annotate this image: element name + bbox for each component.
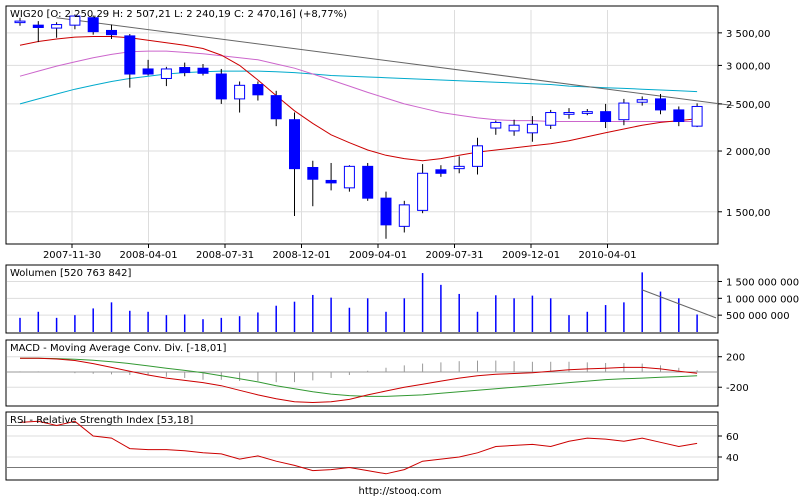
price-x-ticks: 2007-11-30 2008-04-01 2008-07-31 2008-12-01… xyxy=(43,244,637,261)
price-lines xyxy=(19,17,734,162)
candle-down xyxy=(124,35,136,75)
volume-y-tick-label: 1 000 000 000 xyxy=(726,294,799,305)
volume-trend-line xyxy=(642,289,717,319)
candle-down xyxy=(87,17,99,33)
volume-bars xyxy=(19,272,717,332)
candle-up xyxy=(453,165,465,170)
price-x-tick-label: 2009-12-01 xyxy=(502,250,560,261)
candle-up xyxy=(398,204,410,227)
price-x-tick-label: 2010-04-01 xyxy=(578,250,636,261)
candle-up xyxy=(472,145,483,167)
price-candles xyxy=(14,14,703,239)
candle-down xyxy=(252,84,264,96)
price-y-tick-label: 2 000,00 xyxy=(726,147,771,158)
candle-down xyxy=(325,179,337,184)
macd-panel-frame xyxy=(5,339,719,407)
candle-down xyxy=(270,95,282,120)
candle-up xyxy=(160,68,172,79)
candle-down xyxy=(435,169,447,174)
macd-lines xyxy=(7,357,717,404)
candle-down xyxy=(307,166,319,180)
candle-up xyxy=(526,123,538,134)
candle-down xyxy=(380,197,392,226)
rsi-grid xyxy=(7,435,717,458)
candle-up xyxy=(618,102,630,121)
volume-panel-title: Wolumen [520 763 842] xyxy=(10,268,131,279)
volume-grid xyxy=(7,280,717,316)
price-panel: WIG20 [O: 2 250,29 H: 2 507,21 L: 2 240,… xyxy=(5,5,771,261)
candle-down xyxy=(142,68,154,75)
candle-down xyxy=(362,165,374,199)
candle-up xyxy=(69,15,81,26)
price-panel-frame xyxy=(5,5,719,245)
candle-down xyxy=(655,98,666,111)
macd-panel-title: MACD - Moving Average Conv. Div. [-18,01… xyxy=(10,343,227,354)
candle-up xyxy=(563,112,575,115)
candle-up xyxy=(636,99,648,103)
rsi-panel: RSI - Relative Strength Index [53,18] 60… xyxy=(5,411,739,481)
volume-panel-frame xyxy=(5,264,719,334)
rsi-line xyxy=(19,420,698,475)
candle-down xyxy=(32,24,44,28)
macd-y-ticks: 200 -200 xyxy=(718,353,749,394)
candle-down xyxy=(600,111,612,123)
rsi-y-tick-label: 40 xyxy=(726,453,739,464)
rsi-panel-title: RSI - Relative Strength Index [53,18] xyxy=(10,415,193,426)
volume-y-tick-label: 1 500 000 000 xyxy=(726,277,799,288)
candle-up xyxy=(508,124,520,132)
macd-line xyxy=(20,357,698,404)
candle-down xyxy=(215,73,227,100)
footer-link[interactable]: http://stooq.com xyxy=(358,486,442,497)
price-y-tick-label: 2 500,00 xyxy=(726,100,771,111)
candle-up xyxy=(490,121,502,129)
candle-up xyxy=(343,165,355,189)
candle-down xyxy=(197,67,209,74)
chart-svg: WIG20 [O: 2 250,29 H: 2 507,21 L: 2 240,… xyxy=(5,5,799,481)
rsi-y-ticks: 60 40 xyxy=(718,432,739,464)
candle-up xyxy=(234,84,246,100)
volume-y-ticks: 1 500 000 000 1 000 000 000 500 000 000 xyxy=(718,277,799,322)
price-x-tick-label: 2009-07-31 xyxy=(425,250,483,261)
macd-panel: MACD - Moving Average Conv. Div. [-18,01… xyxy=(5,339,749,407)
price-x-tick-label: 2008-04-01 xyxy=(119,250,177,261)
candle-up xyxy=(691,105,703,127)
rsi-lines xyxy=(7,420,717,475)
candle-up xyxy=(51,24,63,29)
rsi-y-tick-label: 60 xyxy=(726,432,739,443)
price-trend-line xyxy=(56,17,734,107)
macd-y-tick-label: -200 xyxy=(726,383,749,394)
price-y-ticks: 3 500,00 3 000,00 2 500,00 2 000,00 1 500,00 xyxy=(718,29,771,219)
volume-panel: Wolumen [520 763 842] 1 500 000 000 1 000… xyxy=(5,264,799,334)
price-y-tick-label: 1 500,00 xyxy=(726,208,771,219)
candle-down xyxy=(673,109,685,123)
candle-up xyxy=(545,112,557,126)
price-y-tick-label: 3 000,00 xyxy=(726,61,771,72)
price-x-tick-label: 2007-11-30 xyxy=(43,250,101,261)
volume-y-tick-label: 500 000 000 xyxy=(726,311,790,322)
macd-grid xyxy=(7,356,717,388)
ma-long-line xyxy=(19,70,698,105)
candle-down xyxy=(179,67,191,74)
price-y-tick-label: 3 500,00 xyxy=(726,29,771,40)
price-panel-title: WIG20 [O: 2 250,29 H: 2 507,21 L: 2 240,… xyxy=(10,9,347,20)
macd-y-tick-label: 200 xyxy=(726,353,745,364)
price-x-tick-label: 2009-04-01 xyxy=(349,250,407,261)
price-x-tick-label: 2008-07-31 xyxy=(196,250,254,261)
macd-signal-line xyxy=(20,357,698,397)
candle-up xyxy=(14,20,26,24)
candle-up xyxy=(581,111,593,114)
price-x-tick-label: 2008-12-01 xyxy=(272,250,330,261)
candle-down xyxy=(106,29,117,36)
candle-up xyxy=(417,172,429,211)
candle-down xyxy=(289,119,300,170)
